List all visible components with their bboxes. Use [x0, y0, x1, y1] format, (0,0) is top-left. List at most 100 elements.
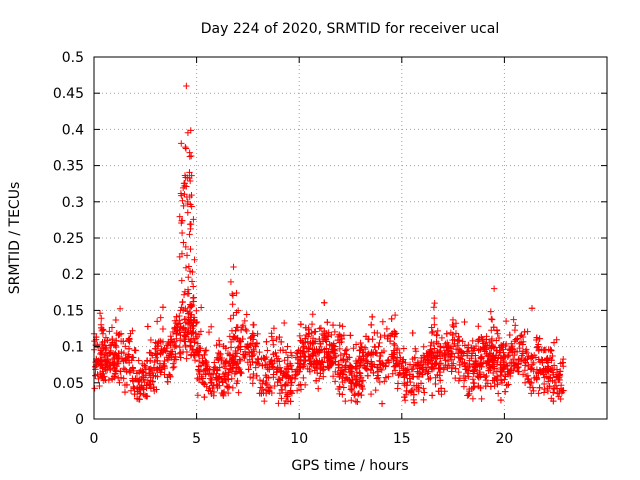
data-point [544, 378, 552, 385]
data-point [332, 352, 339, 360]
data-point [189, 294, 197, 302]
data-point [234, 377, 241, 385]
data-point [522, 359, 529, 367]
data-point [247, 361, 254, 369]
data-point [438, 334, 446, 342]
data-point [200, 367, 207, 375]
data-point [541, 385, 548, 393]
data-point [493, 326, 501, 334]
data-point [556, 368, 564, 375]
data-point [178, 277, 185, 284]
data-point [296, 363, 303, 371]
data-point [361, 364, 369, 371]
data-point [364, 372, 372, 379]
data-point [507, 347, 514, 354]
data-point [427, 346, 434, 353]
data-point [197, 304, 205, 311]
data-point [149, 378, 156, 385]
data-point [208, 376, 215, 384]
data-point [212, 374, 220, 381]
data-point [367, 390, 375, 398]
data-point [263, 338, 270, 345]
data-point [466, 357, 473, 364]
data-point [159, 304, 167, 311]
data-point [401, 397, 409, 404]
data-point [306, 330, 313, 337]
data-point [548, 357, 555, 364]
data-point [436, 343, 444, 350]
data-point [508, 346, 515, 353]
data-point [287, 388, 294, 396]
data-point [233, 360, 241, 367]
data-point [178, 192, 185, 199]
data-point [475, 382, 482, 390]
data-point [358, 343, 366, 351]
data-point [519, 348, 527, 355]
data-point [201, 351, 208, 359]
data-point [279, 374, 286, 382]
x-tick-label: 15 [393, 431, 411, 447]
data-point [489, 342, 496, 350]
data-point [302, 324, 310, 331]
data-point [110, 361, 117, 368]
data-point [498, 368, 505, 376]
data-point [312, 377, 320, 384]
data-point [560, 363, 567, 370]
data-point [172, 350, 179, 358]
data-point [297, 347, 304, 354]
data-point [391, 311, 399, 319]
data-point [521, 379, 529, 386]
data-point [227, 315, 234, 322]
data-point [340, 384, 347, 391]
data-point [182, 264, 190, 271]
data-point [428, 364, 435, 371]
data-point [376, 378, 384, 386]
data-point [306, 345, 313, 352]
data-point [385, 356, 392, 364]
data-point [310, 350, 317, 358]
data-point [320, 363, 327, 370]
data-point [494, 330, 501, 337]
data-point [233, 324, 240, 331]
data-point [233, 335, 241, 342]
data-point [195, 366, 202, 373]
data-point [406, 375, 413, 382]
data-point [349, 376, 357, 384]
data-point [266, 388, 273, 395]
data-point [424, 352, 431, 360]
data-point [400, 365, 407, 372]
y-tick-label: 0 [75, 412, 84, 428]
data-point [515, 363, 522, 371]
data-point [482, 382, 489, 390]
data-point [461, 360, 468, 368]
data-point [449, 316, 457, 324]
data-point [480, 343, 488, 351]
data-point [337, 332, 345, 340]
data-point [131, 385, 138, 392]
data-point [309, 346, 316, 353]
data-point [270, 341, 277, 348]
data-point [331, 350, 338, 357]
data-point [246, 373, 254, 381]
data-point [281, 357, 288, 364]
data-point [546, 383, 553, 390]
data-point [500, 346, 507, 353]
data-point [321, 327, 328, 335]
data-point [176, 312, 183, 320]
data-point [293, 387, 301, 394]
data-point [147, 381, 154, 388]
data-point [248, 333, 256, 341]
data-point [188, 191, 195, 199]
data-point [494, 381, 501, 388]
data-point [180, 202, 187, 210]
data-point [275, 400, 282, 407]
data-point [249, 352, 256, 359]
x-tick-label: 10 [290, 431, 308, 447]
data-point [332, 358, 339, 365]
data-point [235, 389, 242, 396]
data-point [505, 381, 512, 388]
data-point [209, 370, 217, 378]
data-point [185, 263, 193, 270]
data-point [254, 355, 261, 363]
data-point [110, 355, 118, 363]
